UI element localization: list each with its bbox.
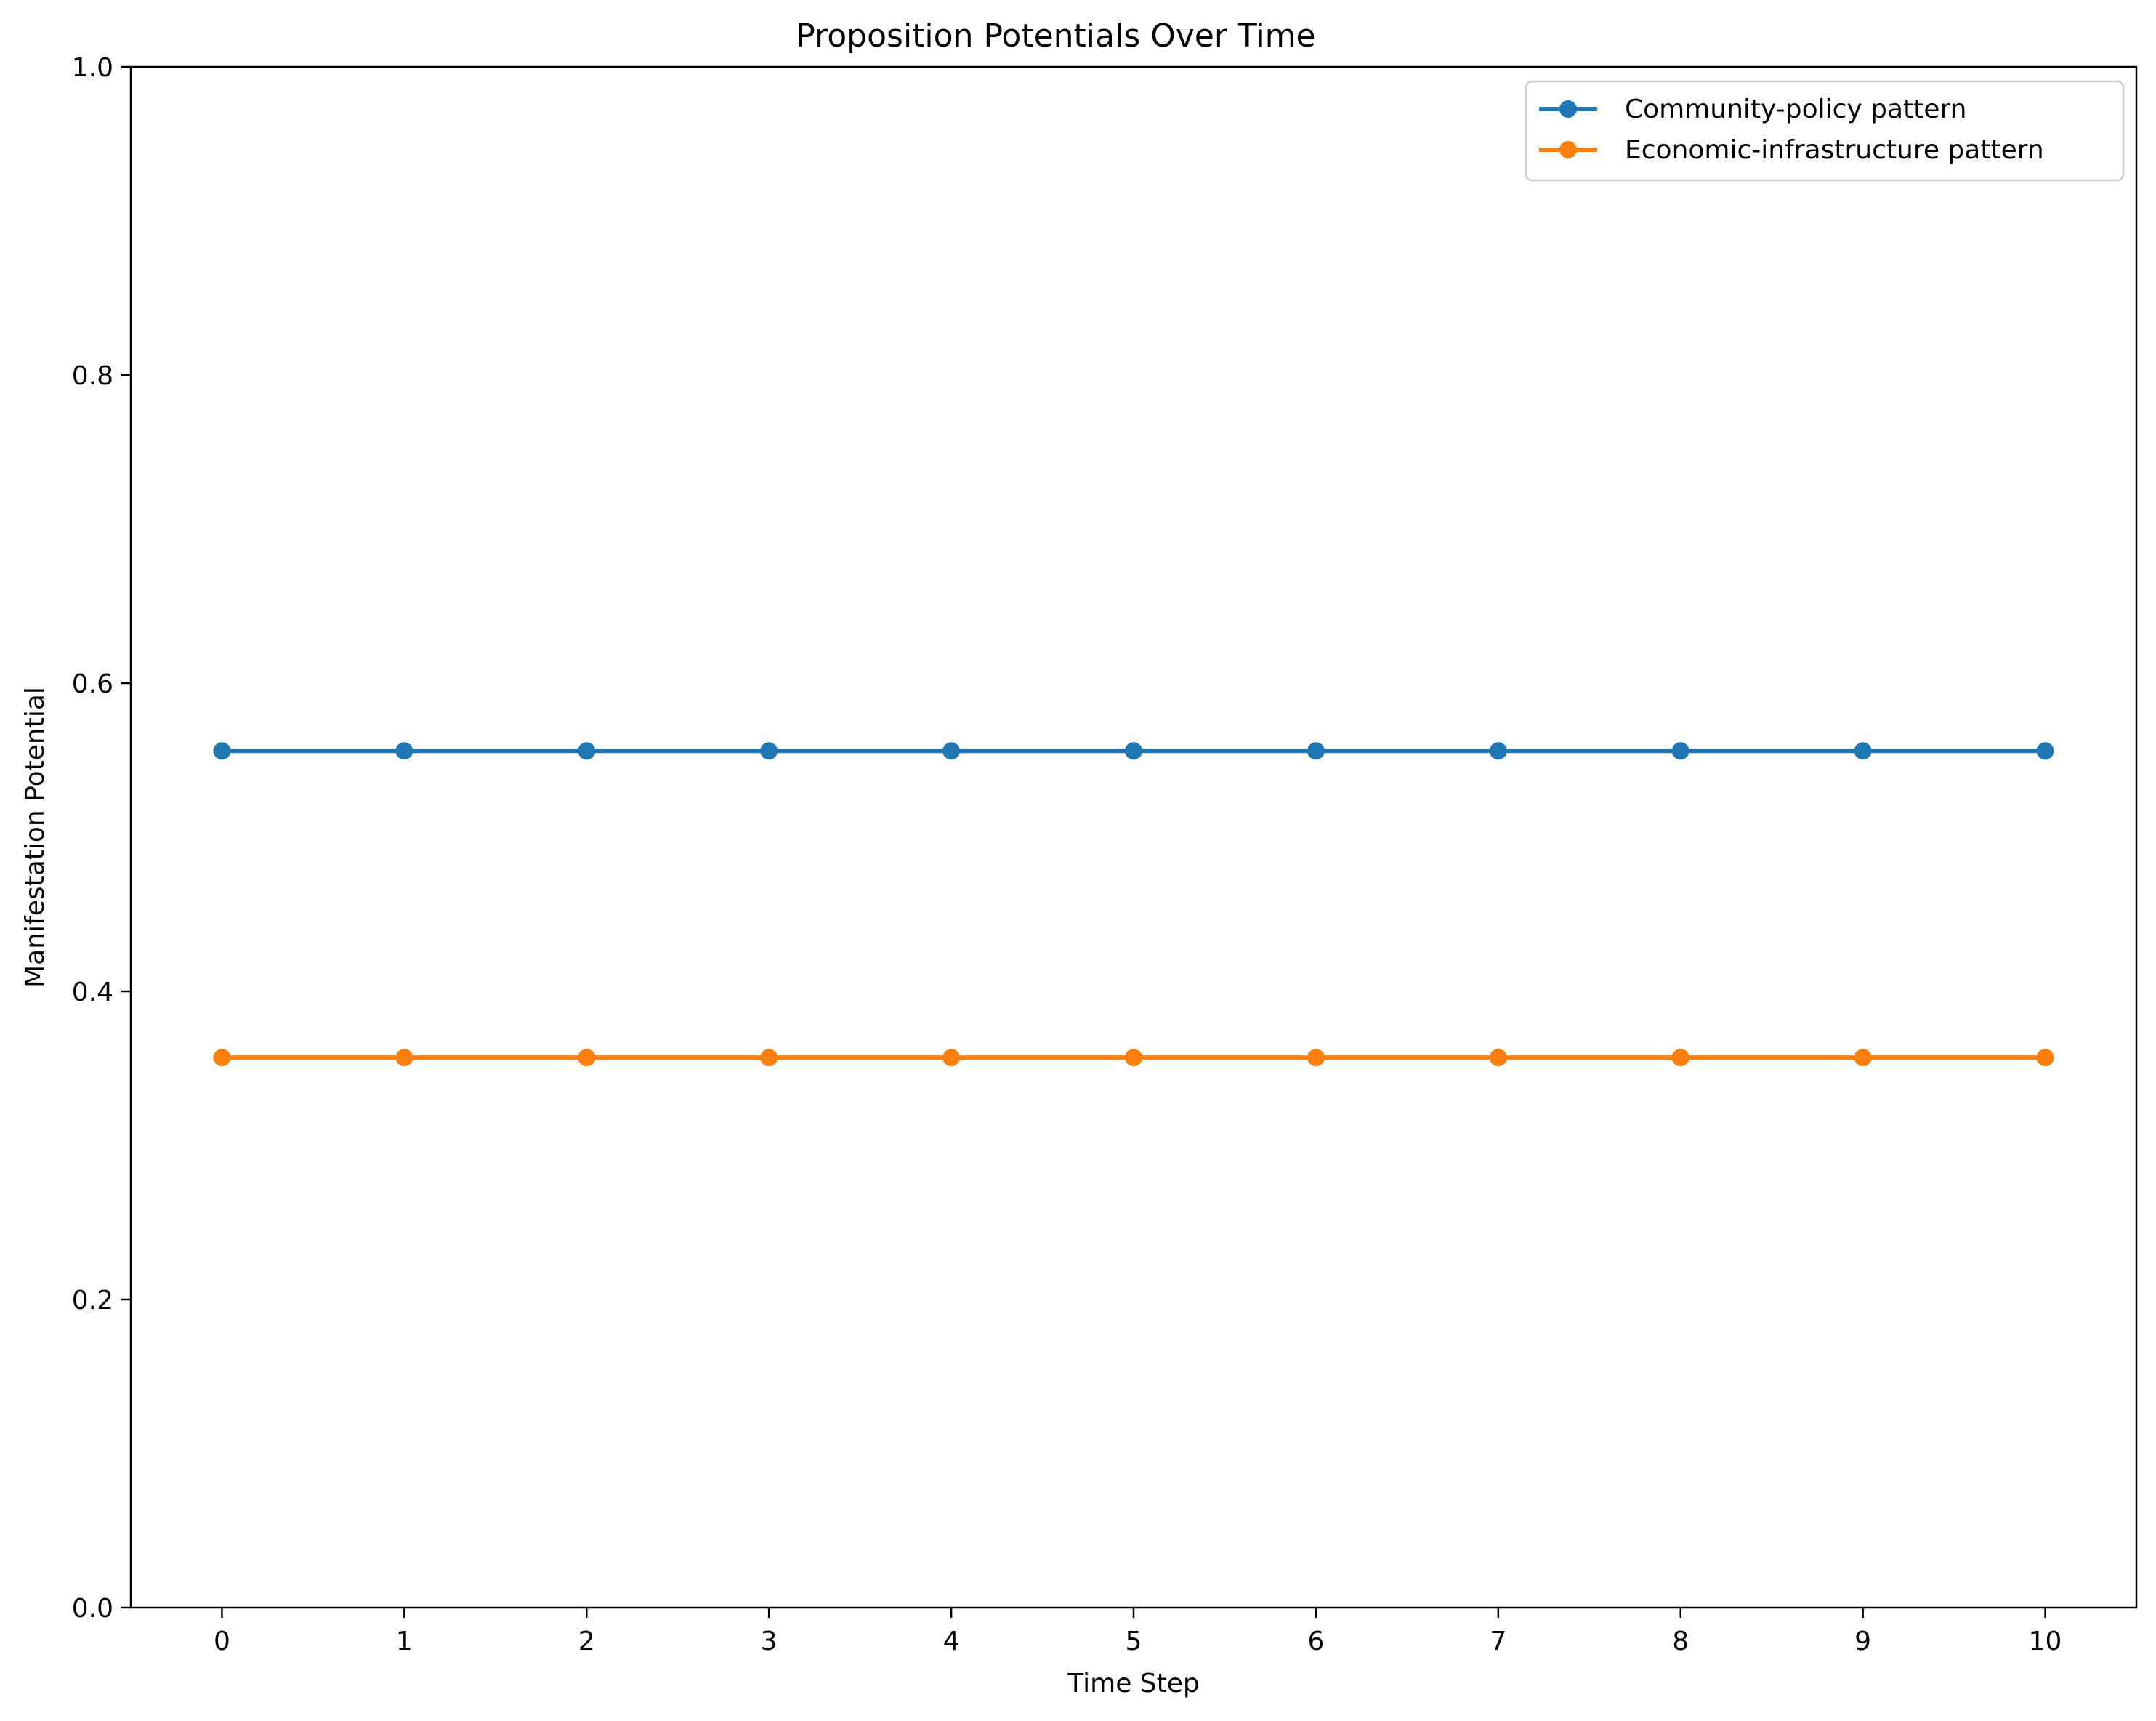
data-point-2-5 xyxy=(1125,1049,1142,1067)
data-point-2-0 xyxy=(213,1049,231,1067)
y-tick-label: 0.6 xyxy=(72,669,113,699)
x-tick-label: 9 xyxy=(1854,1627,1871,1656)
x-tick-label: 1 xyxy=(396,1627,413,1656)
y-tick-label: 0.4 xyxy=(72,978,113,1007)
plot-area xyxy=(213,742,2054,1067)
data-point-2-4 xyxy=(942,1049,961,1067)
data-point-1-8 xyxy=(1671,742,1689,760)
x-tick-label: 5 xyxy=(1126,1627,1142,1656)
data-point-1-0 xyxy=(213,742,231,760)
data-point-1-2 xyxy=(578,742,596,760)
x-axis-label: Time Step xyxy=(1067,1669,1200,1698)
data-point-1-6 xyxy=(1307,742,1325,760)
data-point-1-4 xyxy=(942,742,961,760)
x-tick-label: 7 xyxy=(1490,1627,1506,1656)
data-point-1-10 xyxy=(2036,742,2054,760)
data-point-2-2 xyxy=(578,1049,596,1067)
data-point-2-3 xyxy=(760,1049,778,1067)
x-tick-label: 2 xyxy=(578,1627,595,1656)
legend-item-1: Community-policy pattern xyxy=(1539,94,1966,124)
x-tick-label: 8 xyxy=(1672,1627,1689,1656)
x-tick-label: 6 xyxy=(1307,1627,1324,1656)
series-2 xyxy=(213,1049,2054,1067)
data-point-1-1 xyxy=(395,742,413,760)
y-tick-label: 0.0 xyxy=(72,1594,113,1624)
legend-label: Community-policy pattern xyxy=(1625,94,1966,124)
data-point-2-7 xyxy=(1489,1049,1507,1067)
x-tick-label: 10 xyxy=(2029,1627,2062,1656)
x-tick-label: 3 xyxy=(761,1627,778,1656)
data-point-1-5 xyxy=(1125,742,1142,760)
x-tick-label: 4 xyxy=(943,1627,960,1656)
y-tick-label: 0.2 xyxy=(72,1286,113,1315)
axes: 0 1 2 3 4 5 6 7 8 9 10 0.0 0.2 0.4 0.6 0.8 1.0 xyxy=(72,53,2138,1656)
data-point-1-7 xyxy=(1489,742,1507,760)
x-tick-label: 0 xyxy=(214,1627,230,1656)
legend-label: Economic-infrastructure pattern xyxy=(1625,135,2044,165)
series-1 xyxy=(213,742,2054,760)
data-point-1-9 xyxy=(1854,742,1872,760)
legend-box xyxy=(1525,80,2125,182)
chart-title: Proposition Potentials Over Time xyxy=(796,17,1315,55)
legend-swatch-marker xyxy=(1559,141,1577,158)
y-tick-label: 1.0 xyxy=(72,53,113,83)
legend-swatch-marker xyxy=(1559,100,1577,118)
data-point-2-1 xyxy=(395,1049,413,1067)
data-point-2-8 xyxy=(1671,1049,1689,1067)
data-point-2-6 xyxy=(1307,1049,1325,1067)
data-point-2-9 xyxy=(1854,1049,1872,1067)
legend: Community-policy pattern Economic-infrast… xyxy=(1525,80,2125,182)
legend-item-2: Economic-infrastructure pattern xyxy=(1539,135,2044,165)
data-point-2-10 xyxy=(2036,1049,2054,1067)
data-point-1-3 xyxy=(760,742,778,760)
y-tick-label: 0.8 xyxy=(72,361,113,391)
y-axis-label: Manifestation Potential xyxy=(20,687,50,988)
axes-frame xyxy=(129,65,2138,1609)
